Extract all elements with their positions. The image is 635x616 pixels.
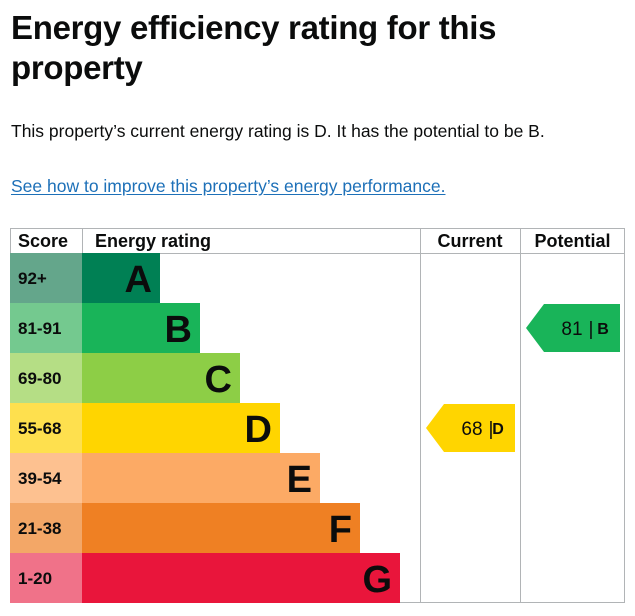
improve-energy-performance-link[interactable]: See how to improve this property’s energ… <box>11 176 446 196</box>
score-label-a: 92+ <box>18 269 47 288</box>
rating-letter-b: B <box>165 309 192 351</box>
rating-letter-f: F <box>329 509 352 551</box>
rating-letter-a: A <box>125 259 152 301</box>
rating-summary: This property’s current energy rating is… <box>11 121 545 141</box>
rating-bar-f <box>82 503 360 553</box>
header-score: Score <box>18 231 68 251</box>
rating-bar-e <box>82 453 320 503</box>
current-rating-value: 68 <box>461 419 482 440</box>
current-rating-separator: | <box>489 419 494 440</box>
current-rating-arrow <box>426 404 515 452</box>
rating-bar-g <box>82 553 400 603</box>
score-label-c: 69-80 <box>18 369 61 388</box>
energy-rating-chart: Score Energy rating Current Potential 92+ A 81… <box>10 228 625 603</box>
potential-rating-arrow <box>526 304 620 352</box>
score-label-f: 21-38 <box>18 519 61 538</box>
rating-letter-c: C <box>205 359 232 401</box>
rating-bar-b <box>82 303 200 353</box>
current-rating-letter: D <box>492 421 504 438</box>
score-cell-d <box>10 403 82 453</box>
page-title: Energy efficiency rating for this proper… <box>11 9 497 86</box>
header-potential: Potential <box>534 231 610 251</box>
rating-bar-c <box>82 353 240 403</box>
potential-rating-letter: B <box>597 321 609 338</box>
score-cell-g <box>10 553 82 603</box>
score-cell-a <box>10 253 82 303</box>
score-cell-c <box>10 353 82 403</box>
score-cell-f <box>10 503 82 553</box>
header-energy-rating: Energy rating <box>95 231 211 251</box>
score-cell-b <box>10 303 82 353</box>
rating-bar-d <box>82 403 280 453</box>
rating-letter-g: G <box>362 559 392 601</box>
score-label-e: 39-54 <box>18 469 62 488</box>
rating-bar-a <box>82 253 160 303</box>
score-label-b: 81-91 <box>18 319 61 338</box>
potential-rating-separator: | <box>589 319 594 340</box>
header-current: Current <box>437 231 502 251</box>
score-label-g: 1-20 <box>18 569 52 588</box>
potential-rating-value: 81 <box>561 319 582 340</box>
score-label-d: 55-68 <box>18 419 61 438</box>
rating-letter-e: E <box>287 459 312 501</box>
energy-rating-svg: Score Energy rating Current Potential 92+ A 81… <box>10 228 625 603</box>
score-cell-e <box>10 453 82 503</box>
rating-letter-d: D <box>245 409 272 451</box>
